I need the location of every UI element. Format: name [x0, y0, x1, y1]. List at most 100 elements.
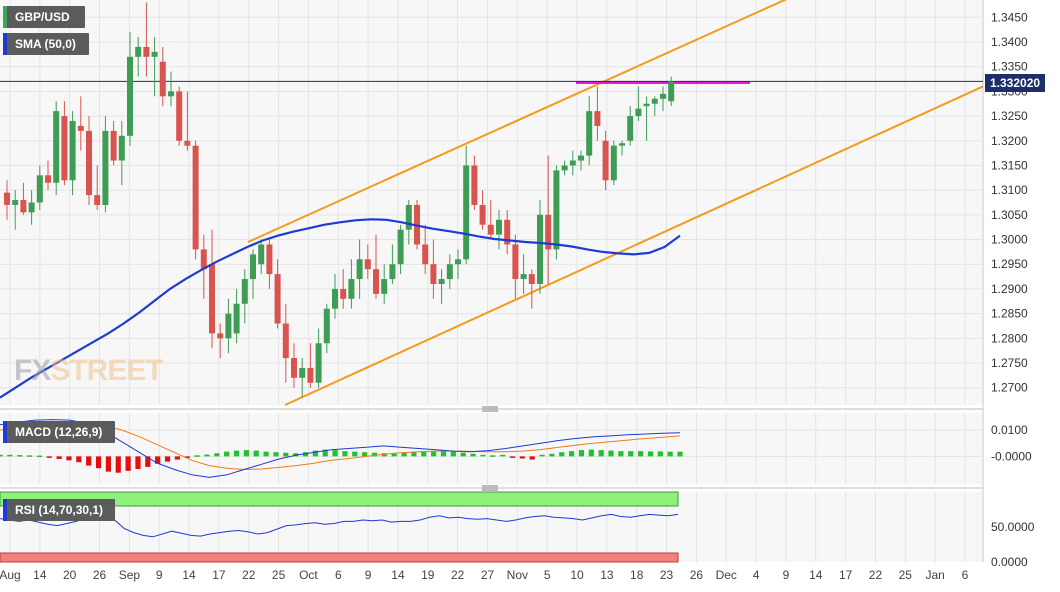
channel-line-lower — [284, 85, 984, 406]
x-tick-label: 5 — [544, 568, 551, 582]
x-tick-label: 19 — [421, 568, 435, 582]
symbol-legend[interactable]: GBP/USD — [3, 6, 85, 28]
candle-body — [94, 195, 101, 205]
candle-body — [578, 155, 584, 161]
macd-histogram-bar — [76, 456, 82, 463]
x-tick-label: Sep — [119, 568, 141, 582]
candle-body — [200, 249, 207, 270]
candle-body — [12, 200, 19, 205]
candle-body — [28, 202, 35, 213]
candle-body — [422, 244, 429, 265]
macd-histogram-bar — [224, 451, 230, 457]
x-tick-label: 14 — [33, 568, 47, 582]
macd-divider-handle[interactable] — [482, 406, 498, 412]
macd-histogram-bar — [164, 456, 171, 462]
rsi-legend-swatch — [3, 499, 7, 521]
candle-body — [528, 274, 535, 284]
candle-body — [143, 46, 150, 57]
candle-body — [602, 140, 609, 181]
candle-body — [471, 165, 478, 205]
x-tick-label: 6 — [335, 568, 342, 582]
macd-histogram-bar — [17, 455, 23, 457]
rsi-divider-handle[interactable] — [482, 485, 498, 491]
x-tick-label: 23 — [660, 568, 674, 582]
macd-histogram-bar — [214, 453, 220, 457]
candle-body — [233, 303, 240, 334]
macd-legend[interactable]: MACD (12,26,9) — [3, 421, 115, 443]
candle-body — [192, 145, 199, 250]
macd-histogram-bar — [302, 452, 309, 457]
candle-body — [53, 111, 60, 183]
rsi-label: RSI (14,70,30,1) — [15, 503, 104, 517]
last-price-tag: 1.332020 — [985, 74, 1046, 92]
macd-histogram-bar — [568, 451, 575, 457]
price-tick-label: 1.3150 — [991, 158, 1028, 172]
macd-histogram-bar — [0, 454, 3, 457]
candle-body — [241, 279, 248, 304]
x-tick-label: 26 — [690, 568, 704, 582]
candle-body — [102, 130, 109, 205]
candle-body — [61, 116, 68, 181]
candle-body — [291, 358, 297, 378]
price-tick-label: 1.3450 — [991, 10, 1028, 24]
macd-histogram-bar — [628, 451, 634, 457]
candle-body — [496, 219, 502, 235]
candle-body — [446, 264, 453, 280]
macd-histogram-bar — [105, 456, 112, 472]
macd-histogram-bar — [401, 452, 407, 457]
candle-body — [118, 135, 125, 161]
x-tick-label: Nov — [507, 568, 528, 582]
candle-body — [504, 219, 511, 245]
candle-body — [455, 259, 461, 265]
x-tick-label: 9 — [365, 568, 372, 582]
sma-legend[interactable]: SMA (50,0) — [3, 33, 89, 55]
x-tick-label: 22 — [242, 568, 256, 582]
macd-histogram-bar — [233, 450, 240, 457]
macd-histogram-bar — [56, 456, 62, 460]
price-tick-label: 1.2750 — [991, 356, 1028, 370]
x-tick-label: 10 — [570, 568, 584, 582]
macd-histogram-bar — [312, 450, 318, 457]
candle-body — [168, 91, 174, 97]
price-tick-label: 1.3200 — [991, 134, 1028, 148]
candle-body — [561, 165, 568, 171]
macd-histogram-bar — [145, 456, 151, 467]
price-panel-bg — [0, 0, 983, 405]
macd-histogram-bar — [460, 452, 466, 457]
macd-histogram-bar — [578, 450, 585, 457]
macd-histogram-bar — [391, 453, 397, 457]
x-tick-label: 17 — [839, 568, 853, 582]
rsi-tick-label: 50.0000 — [991, 520, 1035, 534]
x-tick-label: 9 — [156, 568, 163, 582]
macd-histogram-bar — [352, 451, 358, 457]
macd-histogram-bar — [411, 452, 417, 457]
candle-body — [569, 160, 576, 166]
candle-body — [373, 269, 379, 294]
macd-histogram-bar — [86, 456, 92, 466]
macd-histogram-bar — [95, 456, 102, 469]
macd-tick-label: -0.0000 — [991, 449, 1032, 463]
macd-histogram-bar — [470, 453, 476, 457]
rsi-legend[interactable]: RSI (14,70,30,1) — [3, 499, 115, 521]
macd-histogram-bar — [322, 449, 328, 457]
x-tick-label: 4 — [753, 568, 760, 582]
macd-histogram-bar — [184, 456, 190, 458]
candle-body — [135, 46, 142, 57]
x-tick-label: 14 — [182, 568, 196, 582]
x-tick-label: 17 — [212, 568, 226, 582]
x-tick-label: 22 — [869, 568, 883, 582]
macd-histogram-bar — [588, 449, 594, 457]
candle-body — [45, 175, 51, 183]
x-tick-label: Oct — [299, 568, 318, 582]
price-tick-label: 1.3250 — [991, 109, 1028, 123]
candle-body — [364, 259, 371, 270]
x-tick-label: 20 — [63, 568, 77, 582]
macd-histogram-bar — [657, 451, 663, 457]
candle-body — [635, 108, 642, 117]
macd-histogram-bar — [283, 452, 289, 457]
macd-histogram-bar — [598, 450, 604, 457]
macd-histogram-bar — [66, 456, 72, 461]
candle-body — [512, 244, 519, 280]
